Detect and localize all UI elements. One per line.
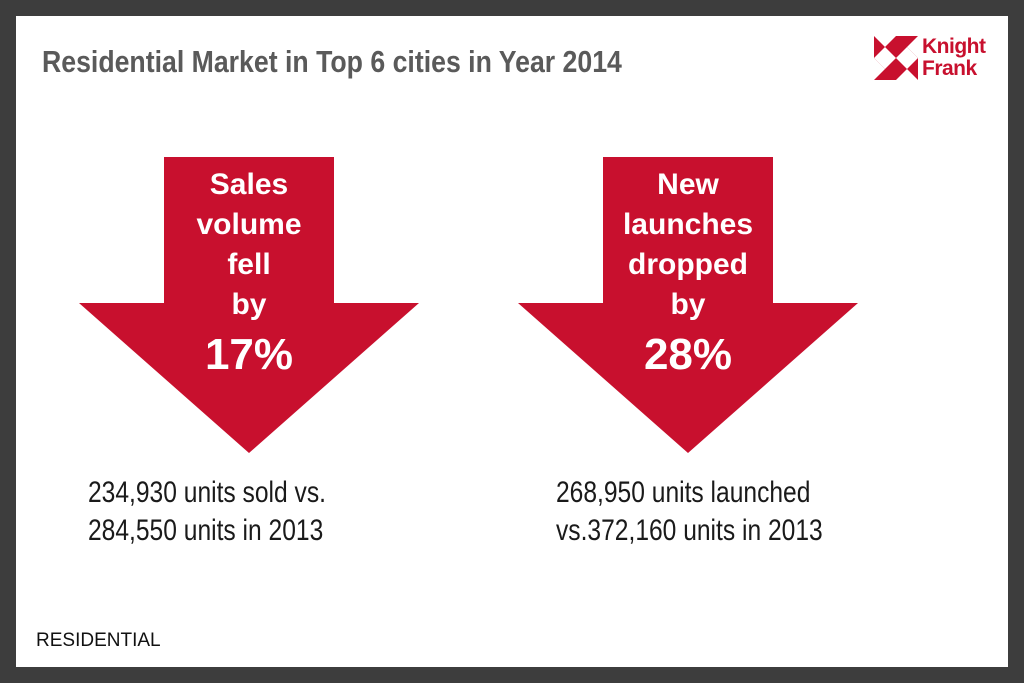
arrow-text-line: Sales: [209, 168, 289, 201]
arrow-text-line: New: [657, 168, 719, 201]
arrow-text-line: by: [231, 288, 267, 321]
footer-label: RESIDENTIAL: [36, 630, 161, 651]
caption-line: 268,950 units launched: [556, 476, 811, 509]
sales-percent: 17%: [204, 330, 294, 379]
arrow-text-line: dropped: [628, 248, 748, 281]
caption-line: 284,550 units in 2013: [88, 514, 324, 547]
logo-text: Knight Frank: [922, 35, 986, 80]
slide: Residential Market in Top 6 cities in Ye…: [16, 16, 1008, 667]
down-arrow-icon: [518, 157, 858, 453]
caption-line: 234,930 units sold vs.: [88, 476, 326, 509]
sales-arrow: Sales volume fell by 17%: [79, 157, 419, 457]
knight-frank-logo: Knight Frank: [874, 36, 1004, 84]
launches-percent: 28%: [643, 330, 733, 379]
logo-mark-icon: [874, 36, 918, 80]
sales-caption: 234,930 units sold vs. 284,550 units in …: [88, 474, 326, 550]
arrow-text-line: volume: [196, 208, 302, 241]
launches-arrow: New launches dropped by 28%: [518, 157, 858, 457]
arrow-text-line: by: [670, 288, 706, 321]
arrow-text-line: fell: [227, 248, 271, 281]
arrow-text-line: launches: [622, 208, 754, 241]
logo-word-knight: Knight: [922, 35, 986, 58]
down-arrow-icon: [79, 157, 419, 453]
caption-line: vs.372,160 units in 2013: [556, 514, 823, 547]
logo-word-frank: Frank: [922, 57, 977, 80]
slide-title: Residential Market in Top 6 cities in Ye…: [42, 44, 622, 79]
launches-caption: 268,950 units launched vs.372,160 units …: [556, 474, 823, 550]
sales-arrow-text: Sales volume fell by 17%: [79, 165, 419, 383]
launches-arrow-text: New launches dropped by 28%: [518, 165, 858, 383]
